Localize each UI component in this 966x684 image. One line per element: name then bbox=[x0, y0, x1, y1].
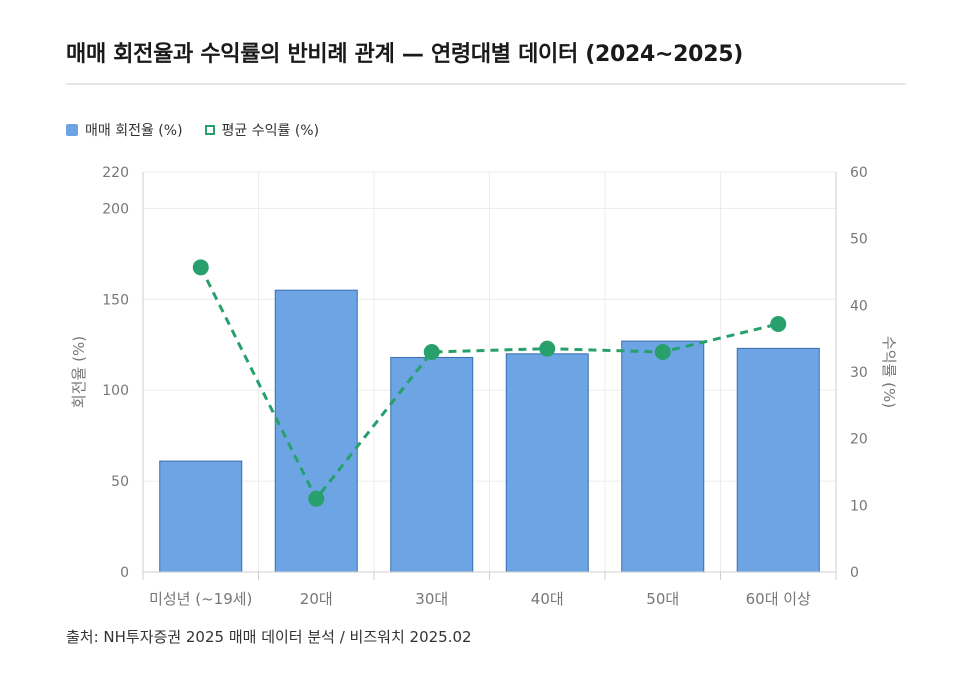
y2-tick-label: 40 bbox=[850, 298, 868, 314]
line-point bbox=[654, 344, 671, 360]
bar bbox=[390, 356, 474, 573]
y-tick-label: 0 bbox=[120, 565, 129, 581]
chart-title: 매매 회전율과 수익률의 반비례 관계 — 연령대별 데이터 (2024~202… bbox=[66, 42, 743, 67]
legend: 매매 회전율 (%) 평균 수익률 (%) bbox=[66, 120, 341, 140]
x-tick-label: 40대 bbox=[531, 590, 564, 608]
y2-tick-label: 0 bbox=[850, 565, 859, 581]
legend-label-return: 평균 수익률 (%) bbox=[221, 123, 320, 139]
line-point bbox=[770, 316, 787, 332]
grid-lines bbox=[143, 171, 836, 573]
bar bbox=[274, 289, 358, 573]
line-point bbox=[539, 340, 556, 357]
bar-series bbox=[159, 289, 820, 573]
x-tick-label: 50대 bbox=[646, 590, 679, 608]
bar bbox=[505, 353, 589, 573]
y-tick-label: 220 bbox=[102, 165, 129, 181]
legend-swatch-line bbox=[204, 125, 215, 135]
line-series bbox=[192, 259, 787, 507]
x-tick-label: 미성년 (~19세) bbox=[149, 590, 252, 608]
tick-labels: 0 50 100 150 200 220 0 10 20 30 40 50 60 미성년 (~19세) 20… bbox=[102, 165, 868, 608]
y2-axis-label: 수익률 (%) bbox=[880, 336, 898, 408]
x-tick-label: 60대 이상 bbox=[746, 590, 811, 608]
legend-item-turnover[interactable]: 매매 회전율 (%) bbox=[66, 120, 183, 140]
y2-tick-label: 60 bbox=[850, 165, 868, 181]
y-tick-label: 150 bbox=[102, 292, 129, 308]
bar bbox=[736, 347, 820, 573]
bar bbox=[621, 340, 705, 573]
legend-swatch-bar bbox=[66, 124, 78, 136]
line-point bbox=[192, 259, 209, 276]
title-divider bbox=[66, 83, 906, 85]
y2-tick-label: 30 bbox=[850, 365, 868, 381]
y2-tick-label: 20 bbox=[850, 432, 868, 448]
y-axis-label: 회전율 (%) bbox=[70, 336, 88, 408]
series-line-return bbox=[199, 266, 779, 501]
source-note: 출처: NH투자증권 2025 매매 데이터 분석 / 비즈워치 2025.02 bbox=[66, 628, 472, 646]
bar bbox=[159, 460, 243, 573]
line-point bbox=[308, 490, 325, 507]
axes bbox=[142, 172, 837, 580]
line-point bbox=[423, 344, 440, 360]
y-tick-label: 100 bbox=[102, 383, 129, 399]
x-tick-label: 30대 bbox=[415, 590, 448, 608]
y-tick-label: 50 bbox=[111, 474, 129, 490]
y2-tick-label: 10 bbox=[850, 498, 868, 514]
legend-item-return[interactable]: 평균 수익률 (%) bbox=[204, 120, 320, 140]
x-tick-label: 20대 bbox=[300, 590, 333, 608]
legend-label-turnover: 매매 회전율 (%) bbox=[85, 123, 183, 139]
y-tick-label: 200 bbox=[102, 201, 129, 217]
y2-tick-label: 50 bbox=[850, 232, 868, 248]
